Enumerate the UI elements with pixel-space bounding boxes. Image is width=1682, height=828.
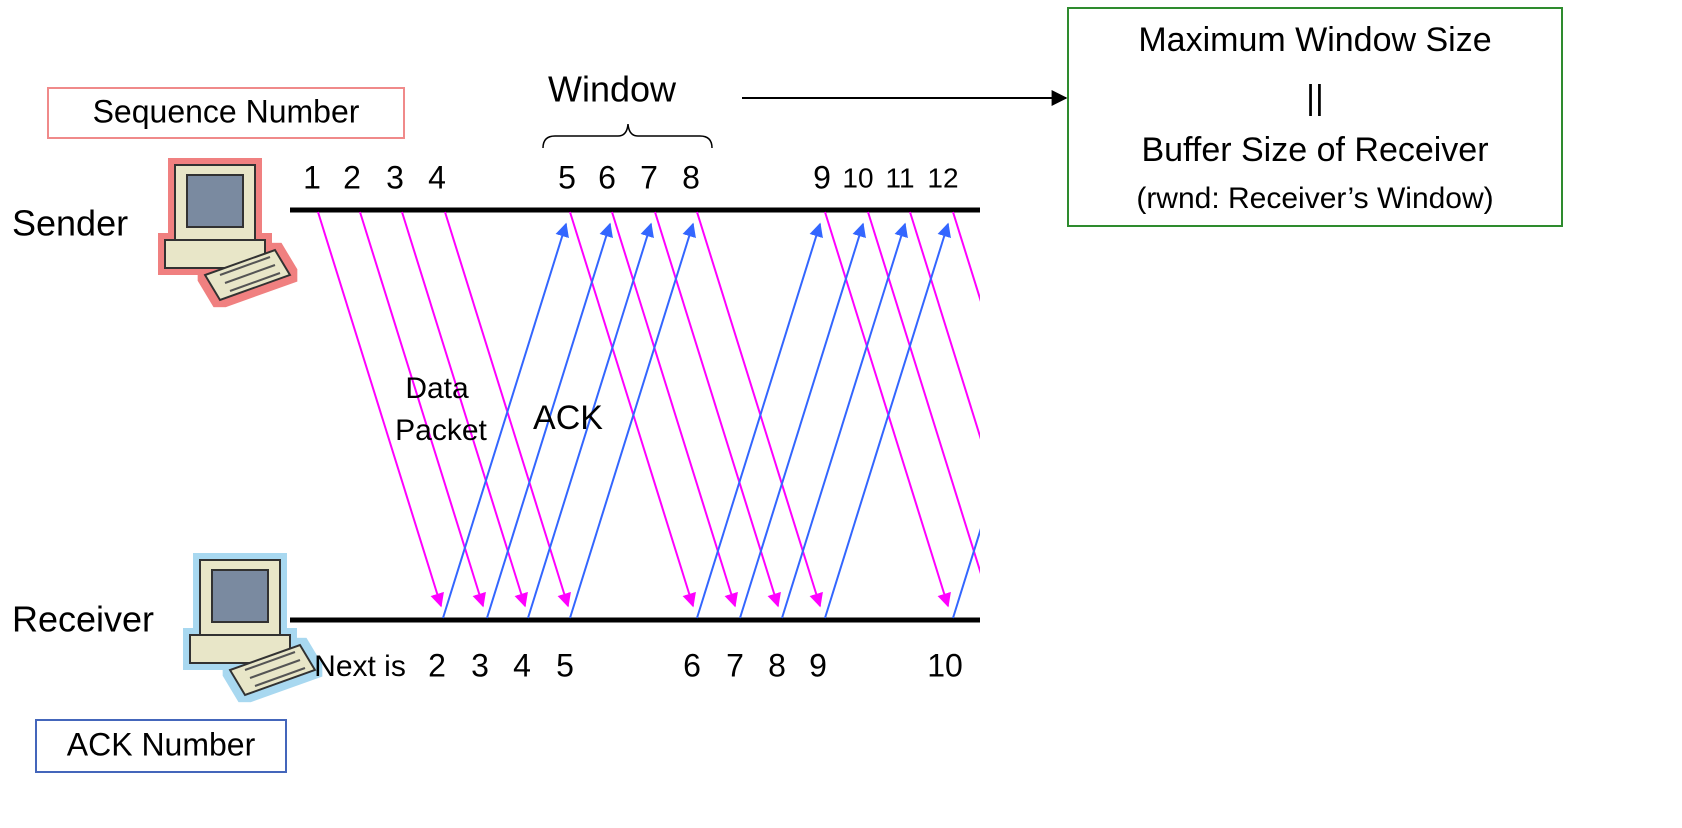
ack-box-label: ACK Number	[67, 726, 256, 762]
sequence-box-label: Sequence Number	[93, 93, 360, 129]
sequence-number: 6	[598, 159, 616, 195]
ack-number: 3	[471, 647, 489, 683]
ack-number: 4	[513, 647, 531, 683]
ack-number: 10	[927, 647, 963, 683]
sequence-number: 8	[682, 159, 700, 195]
sequence-number: 4	[428, 159, 446, 195]
sequence-number: 2	[343, 159, 361, 195]
sequence-number: 12	[927, 162, 958, 193]
max-window-text: Buffer Size of Receiver	[1141, 131, 1488, 169]
sender-label: Sender	[12, 203, 128, 244]
receiver-label: Receiver	[12, 599, 154, 640]
window-brace	[543, 124, 712, 148]
data-arrow	[318, 212, 441, 606]
ack-number: 6	[683, 647, 701, 683]
receiver-computer	[190, 560, 315, 695]
max-window-text: Maximum Window Size	[1138, 21, 1491, 59]
sequence-number: 5	[558, 159, 576, 195]
ack-number: 8	[768, 647, 786, 683]
sequence-number: 3	[386, 159, 404, 195]
sequence-number: 7	[640, 159, 658, 195]
sequence-number: 10	[842, 162, 873, 193]
diagram: Sender Receiver Sequence Number ACK Numb…	[0, 0, 1682, 828]
sequence-number: 11	[885, 162, 914, 193]
window-label: Window	[548, 69, 677, 110]
ack-number: 2	[428, 647, 446, 683]
ack-arrow	[953, 224, 1076, 618]
sequence-number: 1	[303, 159, 321, 195]
ack-number: 5	[556, 647, 574, 683]
data-packet-label: Data	[405, 372, 469, 405]
ack-prefix: Next is	[314, 650, 406, 683]
data-arrow	[697, 212, 820, 606]
ack-number: 9	[809, 647, 827, 683]
ack-number: 7	[726, 647, 744, 683]
max-window-text: (rwnd: Receiver’s Window)	[1136, 182, 1493, 215]
data-packet-label: Packet	[395, 414, 487, 447]
sender-computer	[165, 165, 290, 300]
sequence-number: 9	[813, 159, 831, 195]
ack-arrow-label: ACK	[533, 399, 603, 437]
max-window-text: ||	[1306, 79, 1324, 117]
